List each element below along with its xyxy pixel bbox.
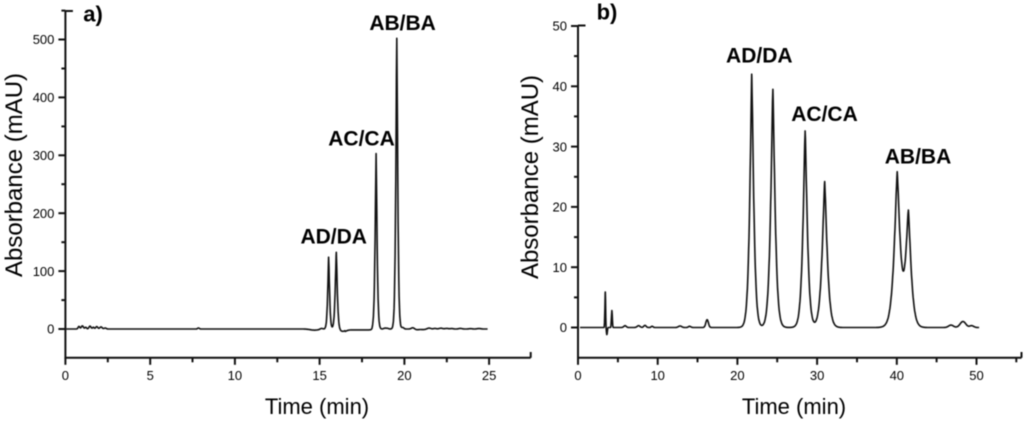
- svg-text:300: 300: [33, 148, 55, 163]
- svg-text:AC/CA: AC/CA: [791, 103, 858, 126]
- svg-text:Time (min): Time (min): [742, 394, 846, 419]
- svg-text:15: 15: [312, 368, 326, 383]
- svg-text:25: 25: [482, 368, 496, 383]
- svg-text:40: 40: [553, 79, 567, 94]
- svg-text:30: 30: [810, 368, 824, 383]
- svg-text:Time (min): Time (min): [265, 394, 369, 419]
- svg-text:40: 40: [890, 368, 904, 383]
- svg-text:5: 5: [147, 368, 154, 383]
- svg-text:AD/DA: AD/DA: [726, 45, 793, 68]
- svg-text:0: 0: [574, 368, 581, 383]
- svg-text:50: 50: [969, 368, 983, 383]
- svg-text:10: 10: [553, 260, 567, 275]
- svg-text:AB/BA: AB/BA: [885, 146, 952, 169]
- svg-text:30: 30: [553, 139, 567, 154]
- svg-text:Absorbance (mAU): Absorbance (mAU): [1, 73, 28, 277]
- svg-text:500: 500: [33, 32, 55, 47]
- svg-text:AD/DA: AD/DA: [300, 226, 367, 249]
- svg-text:200: 200: [33, 206, 55, 221]
- svg-text:b): b): [597, 0, 618, 25]
- svg-text:Absorbance (mAU): Absorbance (mAU): [517, 75, 544, 279]
- svg-text:AB/BA: AB/BA: [369, 12, 436, 35]
- svg-text:20: 20: [553, 200, 567, 215]
- svg-text:50: 50: [553, 19, 567, 34]
- svg-text:AC/CA: AC/CA: [328, 128, 395, 151]
- svg-text:10: 10: [228, 368, 242, 383]
- svg-text:20: 20: [397, 368, 411, 383]
- svg-text:10: 10: [650, 368, 664, 383]
- svg-text:0: 0: [62, 368, 69, 383]
- svg-text:0: 0: [47, 322, 54, 337]
- svg-text:100: 100: [33, 264, 55, 279]
- svg-text:400: 400: [33, 90, 55, 105]
- svg-text:a): a): [83, 2, 103, 27]
- svg-text:20: 20: [730, 368, 744, 383]
- svg-text:0: 0: [560, 320, 567, 335]
